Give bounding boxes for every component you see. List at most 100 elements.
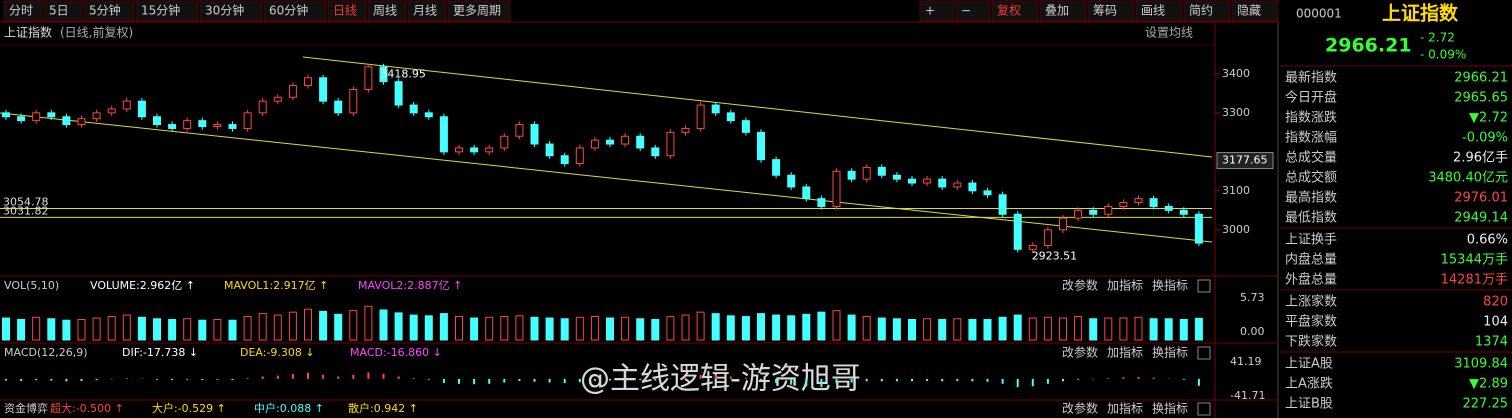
candle (379, 66, 388, 83)
panel-tool[interactable]: 加指标 (1107, 345, 1143, 360)
tab[interactable] (263, 0, 327, 22)
quote-label: 指数涨幅 (1285, 131, 1337, 146)
tab-label[interactable]: 日线 (333, 4, 357, 18)
candle (711, 104, 720, 114)
quote-label: 今日开盘 (1285, 90, 1337, 106)
volume-bar (334, 313, 343, 341)
tab[interactable] (367, 0, 407, 22)
tool[interactable] (955, 0, 991, 22)
settings[interactable]: 设置均线 (1145, 26, 1193, 40)
quote-label: 总成交量 (1285, 150, 1337, 166)
tool[interactable] (1183, 0, 1231, 22)
candle (621, 135, 630, 145)
candle (1134, 198, 1143, 204)
quote-value: 3109.84 (1454, 357, 1508, 372)
volume-bar (304, 308, 312, 341)
tool-label[interactable]: + (925, 4, 935, 18)
volume-bar (590, 316, 599, 341)
volume-bar (122, 314, 131, 341)
volume-bar (560, 318, 569, 341)
volume-bar (77, 318, 86, 341)
quote-label: 内盘总量 (1285, 252, 1337, 268)
quote-name: 上证指数 (1382, 2, 1459, 25)
panel-tool[interactable]: 改参数 (1062, 278, 1098, 293)
tab-label[interactable]: 30分钟 (205, 3, 244, 18)
candle (1104, 205, 1113, 215)
volume-bar (832, 310, 841, 341)
volume-bar (938, 318, 947, 341)
panel-tool[interactable]: 改参数 (1062, 345, 1098, 360)
tab[interactable] (83, 0, 135, 22)
tool[interactable] (1135, 0, 1183, 22)
quote-value: 3480.40亿元 (1428, 171, 1508, 186)
tool[interactable] (991, 0, 1039, 22)
tab-label[interactable]: 月线 (413, 4, 437, 18)
quote-value: 2965.65 (1454, 91, 1508, 106)
tool-label[interactable]: 复权 (997, 4, 1021, 18)
volume-bar (107, 316, 116, 341)
panel-tool[interactable]: 换指标 (1152, 345, 1188, 360)
candle (485, 147, 494, 153)
candle (62, 116, 71, 126)
close-btn[interactable] (1197, 346, 1211, 360)
tab-label[interactable]: 15分钟 (141, 3, 180, 18)
volume-bar (923, 318, 932, 341)
candle (409, 104, 418, 114)
volume-bar (1119, 317, 1128, 341)
tab[interactable] (199, 0, 263, 22)
tab[interactable] (43, 0, 83, 22)
quote-label: 最高指数 (1285, 190, 1337, 206)
volume-bar (1179, 318, 1188, 341)
tab-label[interactable]: 更多周期 (453, 4, 501, 18)
quote-label: 上证B股 (1285, 397, 1333, 412)
candle (183, 120, 192, 129)
panel-tool[interactable]: 换指标 (1152, 401, 1188, 416)
tool-label[interactable]: − (961, 4, 971, 18)
tool[interactable] (1231, 0, 1279, 22)
quote-label: 上证换手 (1285, 233, 1337, 248)
tool-label[interactable]: 隐藏 (1237, 4, 1261, 18)
tab-label[interactable]: 5分钟 (89, 3, 121, 18)
legend: MAVOL1:2.917亿 ↑ (224, 279, 328, 292)
tool-label[interactable]: 筹码 (1093, 4, 1117, 18)
panel-tool[interactable]: 加指标 (1107, 401, 1143, 416)
tab-label[interactable]: 60分钟 (269, 3, 308, 18)
close-btn[interactable] (1197, 279, 1211, 293)
volume-bar (651, 318, 660, 341)
tab-label[interactable]: 5日 (49, 4, 69, 18)
tab[interactable] (135, 0, 199, 22)
y-tick-label: 3000 (1222, 223, 1250, 236)
candle (1013, 213, 1022, 250)
watermark: @主线逻辑-游资旭哥 (580, 362, 861, 397)
volume-bar (681, 314, 690, 341)
candle (32, 112, 41, 122)
panel-tool[interactable]: 换指标 (1152, 278, 1188, 293)
tab-label[interactable]: 分时 (9, 4, 33, 18)
title: 上证指数 (4, 25, 52, 40)
panel-tool[interactable]: 加指标 (1107, 278, 1143, 293)
volume-bar (1013, 314, 1022, 341)
tool-label[interactable]: 画线 (1141, 4, 1165, 18)
candle (1149, 198, 1158, 207)
tool[interactable] (919, 0, 955, 22)
tab-label[interactable]: 周线 (373, 4, 397, 18)
quote-label: 最低指数 (1285, 211, 1337, 226)
quote-value: 2.96亿手 (1453, 151, 1508, 166)
close-btn[interactable] (1197, 402, 1211, 416)
tab[interactable] (407, 0, 447, 22)
candle (530, 124, 539, 145)
current-box (1216, 152, 1274, 170)
tab[interactable] (3, 0, 43, 22)
tab[interactable] (447, 0, 511, 22)
volume-bar (968, 318, 977, 341)
tab[interactable] (327, 0, 367, 22)
candle (424, 112, 433, 118)
tool[interactable] (1039, 0, 1087, 22)
tool-label[interactable]: 简约 (1189, 3, 1213, 18)
tool[interactable] (1087, 0, 1135, 22)
panel-tool[interactable]: 改参数 (1062, 401, 1098, 416)
tool-label[interactable]: 叠加 (1045, 4, 1069, 18)
quote-value: 2966.21 (1454, 71, 1508, 86)
volume-bar (1104, 317, 1113, 341)
candle (1043, 229, 1052, 246)
